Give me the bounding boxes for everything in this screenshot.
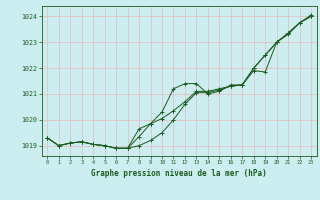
- X-axis label: Graphe pression niveau de la mer (hPa): Graphe pression niveau de la mer (hPa): [91, 169, 267, 178]
